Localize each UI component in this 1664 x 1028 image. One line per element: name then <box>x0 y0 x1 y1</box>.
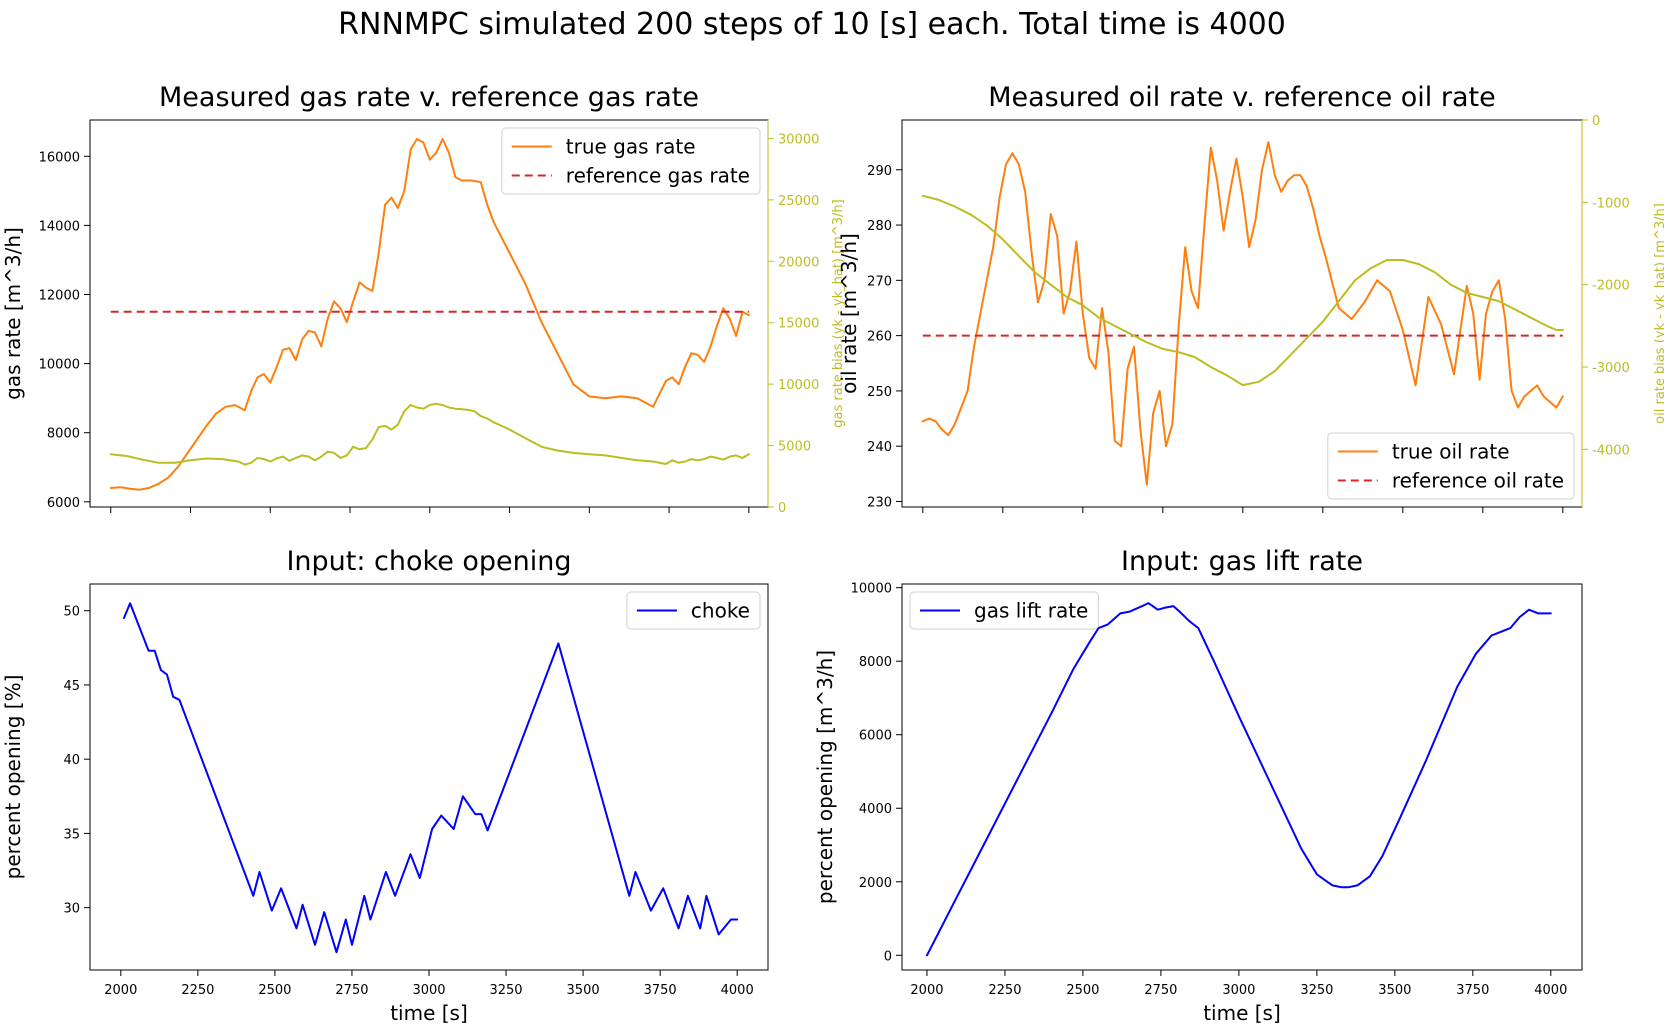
y-tick-label: 8000 <box>47 427 80 442</box>
series-line-true-gas-rate <box>109 138 750 491</box>
legend: gas lift rate <box>909 591 1099 630</box>
y2-tick-label: 25000 <box>778 194 819 209</box>
legend: true oil rate reference oil rate <box>1327 432 1575 500</box>
y-axis-label: percent opening [%] <box>1 675 25 880</box>
x-tick-label: 2250 <box>988 983 1021 998</box>
x-tick-label: 4000 <box>1534 983 1567 998</box>
legend-label: gas lift rate <box>974 599 1088 623</box>
subplots: Measured gas rate v. reference gas rate 6… <box>1 82 1664 1025</box>
y2-tick-label: 0 <box>778 501 786 516</box>
y2-tick-label: -3000 <box>1592 361 1630 376</box>
y2-tick-label: 30000 <box>778 132 819 147</box>
legend-box <box>626 591 761 630</box>
y-tick-label: 280 <box>867 219 892 234</box>
subplot-choke: Input: choke opening 2000 2250 2500 2750 3000… <box>1 546 769 1025</box>
x-tick-label: 3750 <box>644 983 677 998</box>
x-tick-label: 2750 <box>1144 983 1177 998</box>
subplot-oil: Measured oil rate v. reference oil rate 2… <box>837 82 1664 513</box>
y2-tick-label: -4000 <box>1592 443 1630 458</box>
legend-label: true oil rate <box>1392 440 1510 464</box>
x-tick-label: 2250 <box>181 983 214 998</box>
y-tick-label: 4000 <box>859 802 892 817</box>
y-tick-label: 12000 <box>39 288 80 303</box>
y-tick-label: 240 <box>867 440 892 455</box>
legend-box <box>909 591 1099 630</box>
y-tick-label: 50 <box>63 605 80 620</box>
subplot-title: Input: choke opening <box>286 546 571 577</box>
y-tick-label: 45 <box>63 679 80 694</box>
legend: true gas rate reference gas rate <box>501 127 761 195</box>
x-tick-label: 3500 <box>567 983 600 998</box>
y2-axis-label: oil rate bias (yk - yk_hat) [m^3/h] <box>1653 203 1664 424</box>
y-tick-label: 0 <box>884 949 892 964</box>
y-tick-label: 10000 <box>851 582 892 597</box>
y-axis-label: gas rate [m^3/h] <box>1 227 25 400</box>
subplot-title: Measured oil rate v. reference oil rate <box>988 82 1496 113</box>
y-tick-label: 6000 <box>47 496 80 511</box>
legend-box <box>1327 432 1575 500</box>
x-tick-label: 3000 <box>1222 983 1255 998</box>
y-tick-label: 230 <box>867 495 892 510</box>
legend-label: reference oil rate <box>1392 469 1564 493</box>
y-tick-label: 40 <box>63 753 80 768</box>
y2-tick-label: 15000 <box>778 317 819 332</box>
axes-frame <box>89 583 769 971</box>
x-tick-label: 2000 <box>910 983 943 998</box>
y2-tick-label: 20000 <box>778 255 819 270</box>
y2-tick-label: 10000 <box>778 378 819 393</box>
legend-label: reference gas rate <box>566 164 750 188</box>
x-tick-label: 3500 <box>1378 983 1411 998</box>
y-axis-label: oil rate [m^3/h] <box>837 233 861 394</box>
y-tick-label: 250 <box>867 385 892 400</box>
figure-title: RNNMPC simulated 200 steps of 10 [s] eac… <box>338 7 1286 42</box>
x-tick-label: 3250 <box>489 983 522 998</box>
y-tick-label: 270 <box>867 274 892 289</box>
y-tick-label: 30 <box>63 902 80 917</box>
y-tick-label: 8000 <box>859 655 892 670</box>
plot-area <box>921 141 1564 486</box>
x-tick-label: 2500 <box>258 983 291 998</box>
axes-frame <box>901 583 1583 971</box>
x-axis-label: time [s] <box>390 1001 468 1025</box>
plot-area <box>109 138 750 491</box>
x-tick-label: 3750 <box>1456 983 1489 998</box>
x-tick-label: 2500 <box>1066 983 1099 998</box>
y2-tick-label: 5000 <box>778 440 811 455</box>
plot-area <box>122 602 739 954</box>
series-line-true-oil-rate <box>921 141 1564 486</box>
subplot-gaslift: Input: gas lift rate 2000 2250 2500 2750 3000… <box>813 546 1583 1025</box>
legend: choke <box>626 591 761 630</box>
x-tick-label: 3000 <box>412 983 445 998</box>
x-tick-label: 2000 <box>104 983 137 998</box>
series-line-bias <box>921 194 1564 387</box>
subplot-title: Input: gas lift rate <box>1121 546 1363 577</box>
y-tick-label: 6000 <box>859 729 892 744</box>
series-line-bias <box>109 402 750 466</box>
x-tick-label: 4000 <box>721 983 754 998</box>
legend-label: true gas rate <box>566 135 696 159</box>
series-line-choke <box>122 602 739 954</box>
subplot-title: Measured gas rate v. reference gas rate <box>159 82 699 113</box>
x-tick-label: 2750 <box>335 983 368 998</box>
y2-axis-label: gas rate bias (yk - yk_hat) [m^3/h] <box>831 199 846 427</box>
y-axis-label: percent opening [m^3/h] <box>813 650 837 904</box>
y-tick-label: 260 <box>867 330 892 345</box>
y-tick-label: 16000 <box>39 150 80 165</box>
y2-tick-label: -1000 <box>1592 196 1630 211</box>
y-tick-label: 290 <box>867 164 892 179</box>
plot-area <box>926 602 1552 957</box>
subplot-gas: Measured gas rate v. reference gas rate 6… <box>1 82 846 516</box>
series-line-gas-lift-rate <box>926 602 1552 957</box>
legend-box <box>501 127 761 195</box>
y2-tick-label: -2000 <box>1592 279 1630 294</box>
x-axis-label: time [s] <box>1203 1001 1281 1025</box>
y-tick-label: 14000 <box>39 219 80 234</box>
y-tick-label: 35 <box>63 827 80 842</box>
y-tick-label: 2000 <box>859 876 892 891</box>
y-tick-label: 10000 <box>39 358 80 373</box>
legend-label: choke <box>691 599 750 623</box>
y2-tick-label: 0 <box>1592 114 1600 129</box>
x-tick-label: 3250 <box>1300 983 1333 998</box>
